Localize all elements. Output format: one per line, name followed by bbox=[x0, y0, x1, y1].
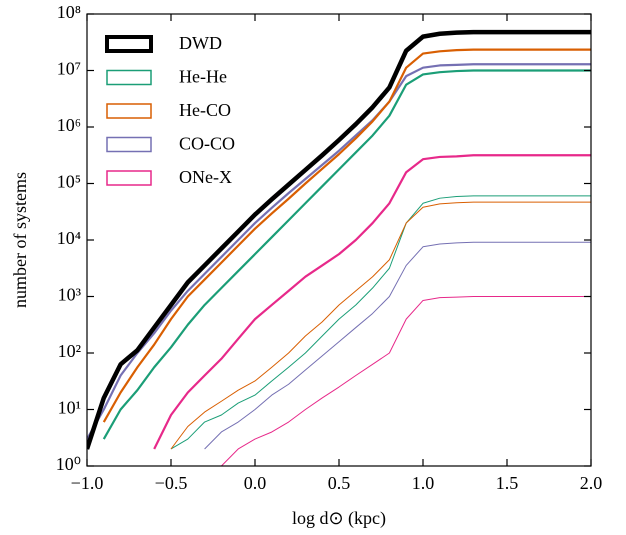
x-tick-label: 2.0 bbox=[580, 473, 603, 493]
series-line bbox=[204, 241, 591, 450]
legend-label: DWD bbox=[179, 33, 222, 53]
y-tick-label: 10⁵ bbox=[57, 172, 81, 192]
y-tick-label: 10³ bbox=[58, 285, 82, 305]
legend-label: He-He bbox=[179, 67, 227, 87]
y-axis-label: number of systems bbox=[10, 172, 30, 308]
legend-label: He-CO bbox=[179, 100, 231, 120]
legend-swatch bbox=[106, 136, 152, 153]
y-tick-label: 10⁶ bbox=[57, 115, 81, 135]
series-line bbox=[170, 195, 591, 450]
y-tick-label: 10¹ bbox=[58, 398, 81, 418]
x-axis-label: log d⊙ (kpc) bbox=[292, 508, 386, 529]
legend-label: CO-CO bbox=[179, 134, 235, 154]
series-line bbox=[221, 296, 591, 466]
series-line bbox=[87, 63, 591, 440]
x-tick-label: −1.0 bbox=[71, 473, 104, 493]
y-tick-label: 10⁸ bbox=[57, 2, 81, 22]
series-line bbox=[102, 69, 591, 440]
x-tick-label: 0.5 bbox=[328, 473, 351, 493]
legend-swatch bbox=[105, 35, 153, 53]
y-tick-label: 10² bbox=[58, 341, 81, 361]
plot-area bbox=[87, 29, 591, 466]
legend-swatch bbox=[106, 103, 152, 119]
x-tick-label: 1.0 bbox=[412, 473, 435, 493]
x-tick-label: 0.0 bbox=[244, 473, 267, 493]
series-line bbox=[170, 201, 591, 450]
legend-label: ONe-X bbox=[179, 167, 232, 187]
legend-swatch bbox=[106, 170, 152, 186]
y-tick-label: 10⁰ bbox=[56, 454, 81, 474]
x-tick-label: −0.5 bbox=[155, 473, 188, 493]
plot-frame bbox=[86, 13, 592, 467]
series-line bbox=[102, 48, 591, 423]
y-tick-label: 10⁴ bbox=[57, 228, 81, 248]
legend-swatch bbox=[106, 69, 152, 86]
series-line bbox=[153, 154, 591, 450]
x-tick-label: 1.5 bbox=[496, 473, 519, 493]
series-line bbox=[87, 29, 591, 450]
y-tick-label: 10⁷ bbox=[57, 59, 81, 79]
